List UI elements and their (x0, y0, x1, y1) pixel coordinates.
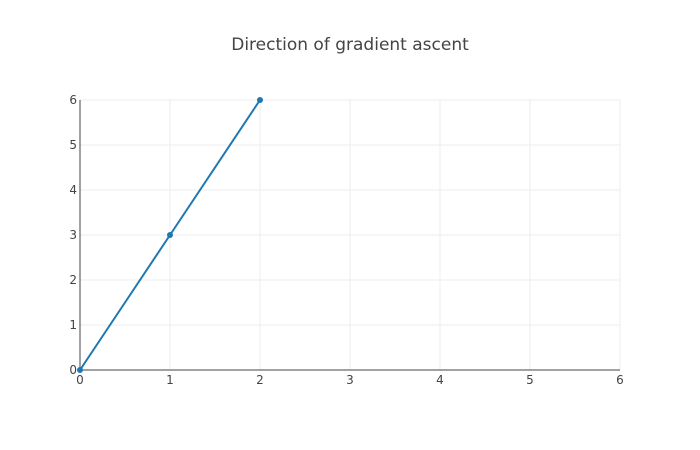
grid-layer (80, 99, 621, 370)
data-point[interactable] (257, 97, 263, 103)
axis-layer (79, 100, 620, 371)
y-tick-label: 1 (69, 318, 77, 332)
y-tick-label: 6 (69, 93, 77, 107)
y-tick-label: 3 (69, 228, 77, 242)
x-tick-label: 4 (436, 373, 444, 387)
data-point[interactable] (77, 367, 83, 373)
x-tick-label: 2 (256, 373, 264, 387)
series-layer (77, 97, 263, 373)
tick-layer: 0 1 2 3 4 5 6 0 1 2 3 4 5 6 (69, 93, 623, 387)
y-tick-label: 0 (69, 363, 77, 377)
y-tick-label: 2 (69, 273, 77, 287)
x-tick-label: 5 (526, 373, 534, 387)
y-tick-label: 5 (69, 138, 77, 152)
chart-title: Direction of gradient ascent (231, 35, 469, 55)
x-tick-label: 0 (76, 373, 84, 387)
data-point[interactable] (167, 232, 173, 238)
x-tick-label: 3 (346, 373, 354, 387)
x-tick-label: 6 (616, 373, 624, 387)
x-tick-label: 1 (166, 373, 174, 387)
y-tick-label: 4 (69, 183, 77, 197)
